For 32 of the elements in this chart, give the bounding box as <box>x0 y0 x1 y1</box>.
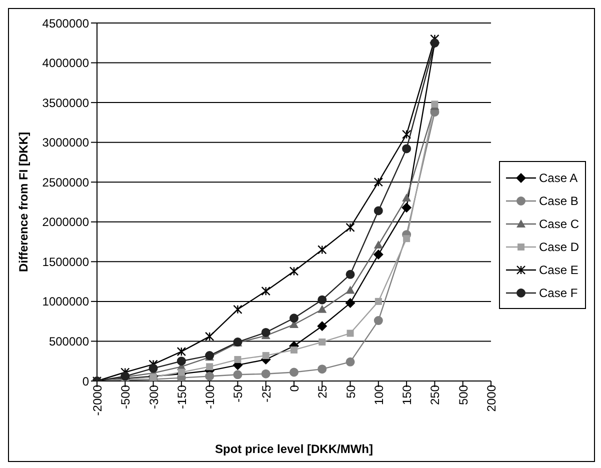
legend-label: Case F <box>538 286 578 300</box>
x-tick-label: -300 <box>146 384 161 410</box>
y-tick-label: 1000000 <box>42 294 90 309</box>
legend-label: Case E <box>538 262 578 276</box>
y-tick-label: 4500000 <box>42 16 90 30</box>
x-tick-label: 25 <box>316 384 330 398</box>
x-tick-label: 2000 <box>484 384 499 412</box>
x-tick-label: 150 <box>400 384 414 406</box>
y-tick-label: 2000000 <box>42 215 90 230</box>
x-tick-label: 250 <box>428 384 442 406</box>
legend-label: Case B <box>538 194 578 208</box>
x-axis-title: Spot price level [DKK/MWh] <box>214 442 373 456</box>
legend-label: Case A <box>538 170 578 184</box>
x-tick-label: 500 <box>456 384 470 406</box>
x-tick-label: -100 <box>203 384 218 410</box>
y-tick-label: 3000000 <box>42 136 90 150</box>
y-tick-label: 1500000 <box>42 254 90 269</box>
x-tick-label: 50 <box>344 384 358 398</box>
y-tick-label: 3500000 <box>42 96 90 110</box>
y-tick-label: 500000 <box>48 334 90 348</box>
legend-label: Case C <box>538 216 579 230</box>
x-tick-label: -150 <box>174 384 189 410</box>
x-tick-label: -25 <box>259 384 274 402</box>
y-tick-label: 0 <box>82 374 90 388</box>
y-tick-label: 4000000 <box>42 56 90 70</box>
y-axis-title: Difference from FI [DKK] <box>16 132 30 272</box>
x-tick-label: 100 <box>372 384 386 406</box>
legend-label: Case D <box>538 240 579 254</box>
x-tick-label: -500 <box>118 384 133 410</box>
x-tick-label: -50 <box>231 384 246 402</box>
y-tick-label: 2500000 <box>42 175 90 190</box>
x-tick-label: -2000 <box>90 384 105 416</box>
